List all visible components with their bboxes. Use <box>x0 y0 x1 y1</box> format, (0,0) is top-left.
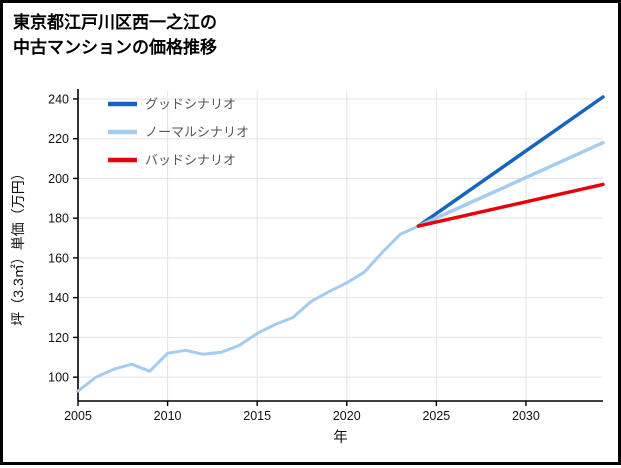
x-tick-label: 2005 <box>64 409 92 423</box>
chart-title-line1: 東京都江戸川区西一之江の <box>13 13 217 32</box>
legend-item: バッドシナリオ <box>108 153 236 168</box>
chart-title-line2: 中古マンションの価格推移 <box>13 37 217 57</box>
x-tick-label: 2020 <box>333 409 361 423</box>
y-axis-title: 坪（3.3㎡）単価（万円） <box>10 166 26 325</box>
x-tick-label: 2015 <box>243 409 271 423</box>
y-tick-label: 120 <box>48 331 69 345</box>
y-tick-label: 100 <box>48 371 69 385</box>
x-tick-label: 2025 <box>422 409 450 423</box>
y-tick-label: 180 <box>48 212 69 226</box>
legend-label: ノーマルシナリオ <box>145 125 249 140</box>
y-tick-label: 220 <box>48 132 69 146</box>
series-line-good <box>416 95 605 228</box>
series-line-bad <box>416 182 605 228</box>
price-trend-chart: 2005 2010 2015 2020 2025 2030 100 120 140 160 180 2… <box>10 89 605 446</box>
x-axis-title: 年 <box>333 429 348 446</box>
x-tick-label: 2030 <box>512 409 540 423</box>
legend-label: グッドシナリオ <box>145 97 236 112</box>
legend-label: バッドシナリオ <box>145 153 236 168</box>
y-tick-label: 140 <box>48 291 69 305</box>
legend-item: ノーマルシナリオ <box>108 125 249 140</box>
y-tick-label: 240 <box>48 92 69 106</box>
chart-title: 東京都江戸川区西一之江の 中古マンションの価格推移 <box>13 11 217 60</box>
series-line-normal <box>76 224 420 393</box>
x-tick-label: 2010 <box>154 409 182 423</box>
y-tick-label: 160 <box>48 251 69 265</box>
y-tick-label: 200 <box>48 172 69 186</box>
legend-item: グッドシナリオ <box>108 97 236 112</box>
series-line-normal <box>416 140 605 228</box>
